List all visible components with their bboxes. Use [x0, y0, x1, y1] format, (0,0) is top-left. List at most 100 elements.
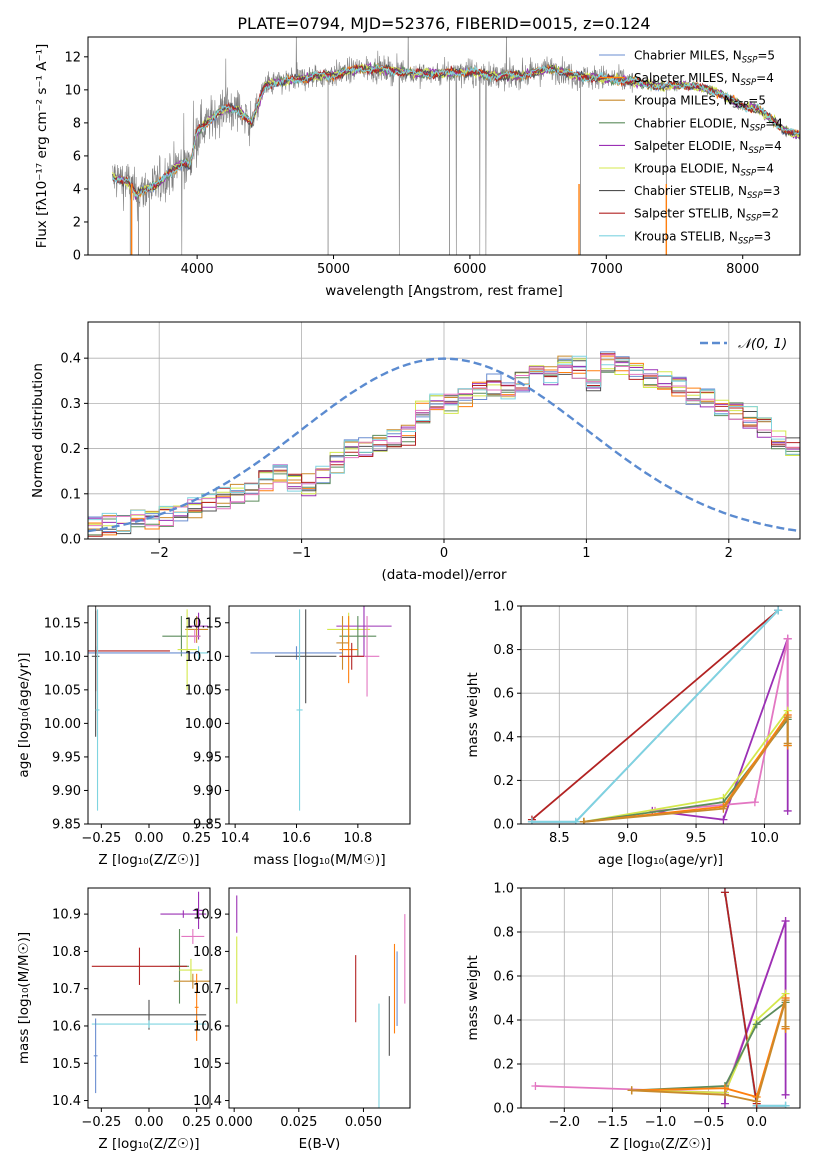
x-tick-label: 0.25 — [182, 831, 211, 846]
y-tick-label: 10.6 — [193, 1019, 222, 1034]
chart-title: PLATE=0794, MJD=52376, FIBERID=0015, z=0… — [237, 14, 650, 33]
errorbar-point — [296, 609, 303, 811]
x-tick-label: 0.00 — [135, 1115, 164, 1130]
y-tick-label: 1.0 — [493, 882, 514, 897]
x-tick-label: 2 — [725, 546, 733, 561]
plot-area — [236, 895, 406, 1108]
weight-marker — [579, 817, 588, 824]
gaussian-curve — [88, 357, 800, 533]
weight-marker — [781, 996, 790, 1005]
x-tick-label: 9.0 — [617, 831, 638, 846]
y-tick-label: 1.0 — [493, 600, 514, 615]
panel-weight-vs-age: 8.5 9.0 9.5 10.0 0.0 0.2 0.4 0.6 0.8 1.0 age [log₁… — [465, 600, 801, 868]
y-tick-label: 0.4 — [60, 352, 81, 367]
plot-area — [88, 351, 800, 537]
x-tick-label: 10.0 — [750, 831, 779, 846]
x-tick-label: 0.050 — [345, 1115, 382, 1130]
x-tick-label: 1 — [582, 546, 590, 561]
figure-content: Chabrier MILES, NSSP=5 Salpeter MILES, NS… — [16, 14, 801, 1152]
y-tick-label: 0.6 — [493, 687, 514, 702]
x-tick-label: −2.0 — [549, 1115, 581, 1130]
x-tick-label: −1.0 — [645, 1115, 677, 1130]
axes-frame — [228, 887, 411, 1109]
weight-marker — [719, 804, 728, 813]
y-tick-label: 0 — [73, 249, 81, 264]
panel-weight-vs-Z: −2.0 −1.5 −1.0 −0.5 0.0 0.0 0.2 0.4 0.6 0.8 1.0 Z [… — [465, 882, 801, 1152]
weight-marker — [571, 817, 580, 824]
y-tick-label: 10.6 — [52, 1019, 81, 1034]
y-tick-label: 10.10 — [44, 650, 81, 665]
weight-marker — [752, 1097, 761, 1106]
x-tick-label: 0.25 — [182, 1115, 211, 1130]
legend-label: Kroupa MILES, NSSP=5 — [634, 94, 766, 111]
model-line-8 — [112, 64, 800, 199]
y-tick-label: 10.10 — [185, 650, 222, 665]
plot-area — [531, 888, 790, 1108]
y-tick-label: 4 — [73, 182, 81, 197]
legend-label: Chabrier STELIB, NSSP=3 — [634, 184, 780, 201]
y-tick-label: 9.90 — [193, 784, 222, 799]
weight-line-8 — [583, 714, 789, 823]
spectrum-legend: Chabrier MILES, NSSP=5 Salpeter MILES, NS… — [599, 49, 783, 246]
plot-area — [112, 37, 800, 255]
x-tick-label: 6000 — [453, 262, 486, 277]
y-tick-label: 0.0 — [60, 533, 81, 548]
x-tick-label: 0.00 — [135, 831, 164, 846]
weight-marker — [783, 806, 792, 815]
weight-marker — [750, 798, 759, 807]
plot-area — [527, 606, 792, 824]
model-line-7 — [112, 63, 800, 196]
x-tick-label: 5000 — [317, 262, 350, 277]
y-tick-label: 0.2 — [493, 1058, 514, 1073]
y-tick-label: 9.85 — [193, 818, 222, 833]
y-tick-label: 0.8 — [493, 926, 514, 941]
y-tick-label: 12 — [64, 50, 81, 65]
weight-line-4 — [724, 892, 758, 1104]
errorbar-point — [250, 646, 343, 660]
panel-residuals: 𝒩(0, 1) −2 −1 0 1 2 0.0 0.1 0.2 0.3 0.4 (data-model… — [30, 321, 801, 583]
weight-marker — [527, 817, 536, 824]
x-tick-label: 8.5 — [549, 831, 570, 846]
y-axis-label: mass [log₁₀(M/M☉)] — [16, 932, 32, 1064]
x-tick-label: 8000 — [726, 262, 759, 277]
weight-marker — [627, 1086, 636, 1095]
y-tick-label: 10.7 — [52, 982, 81, 997]
x-tick-label: 0.000 — [216, 1115, 253, 1130]
y-tick-label: 10.00 — [44, 717, 81, 732]
weight-marker — [720, 1090, 729, 1099]
x-axis-label: Z [log₁₀(Z/Z☉)] — [98, 1136, 199, 1152]
legend-label: Kroupa ELODIE, NSSP=4 — [634, 162, 774, 179]
y-tick-label: 10.5 — [193, 1057, 222, 1072]
axes-frame — [87, 36, 801, 256]
legend-label: Salpeter STELIB, NSSP=2 — [634, 207, 779, 224]
histogram-series-9 — [88, 354, 800, 527]
x-tick-label: −1.5 — [597, 1115, 629, 1130]
errorbar-point — [339, 616, 358, 684]
weight-marker — [781, 1022, 790, 1031]
errorbar-point — [189, 612, 209, 640]
weight-marker — [781, 1090, 790, 1099]
weight-line-0 — [531, 609, 779, 821]
weight-marker — [774, 606, 783, 615]
y-tick-label: 10 — [64, 83, 81, 98]
weight-marker — [783, 739, 792, 748]
x-tick-label: 10.8 — [343, 831, 372, 846]
y-tick-label: 8 — [73, 116, 81, 131]
errorbar-point — [194, 973, 199, 1041]
weight-marker — [720, 1099, 729, 1108]
weight-marker — [783, 713, 792, 722]
x-tick-label: 7000 — [590, 262, 623, 277]
y-tick-label: 10.05 — [185, 683, 222, 698]
y-axis-label: age [log₁₀(age/yr)] — [16, 652, 32, 777]
weight-marker — [531, 1082, 540, 1090]
x-tick-label: −2 — [150, 546, 169, 561]
errorbar-point — [93, 1018, 98, 1094]
y-tick-label: 2 — [73, 215, 81, 230]
model-line-6 — [112, 63, 800, 195]
legend-label: Chabrier MILES, NSSP=5 — [634, 49, 775, 66]
legend-label: Salpeter MILES, NSSP=4 — [634, 71, 774, 88]
x-axis-label: Z [log₁₀(Z/Z☉)] — [98, 852, 199, 868]
y-tick-label: 0.4 — [493, 1014, 514, 1029]
plot-area — [91, 891, 210, 1094]
